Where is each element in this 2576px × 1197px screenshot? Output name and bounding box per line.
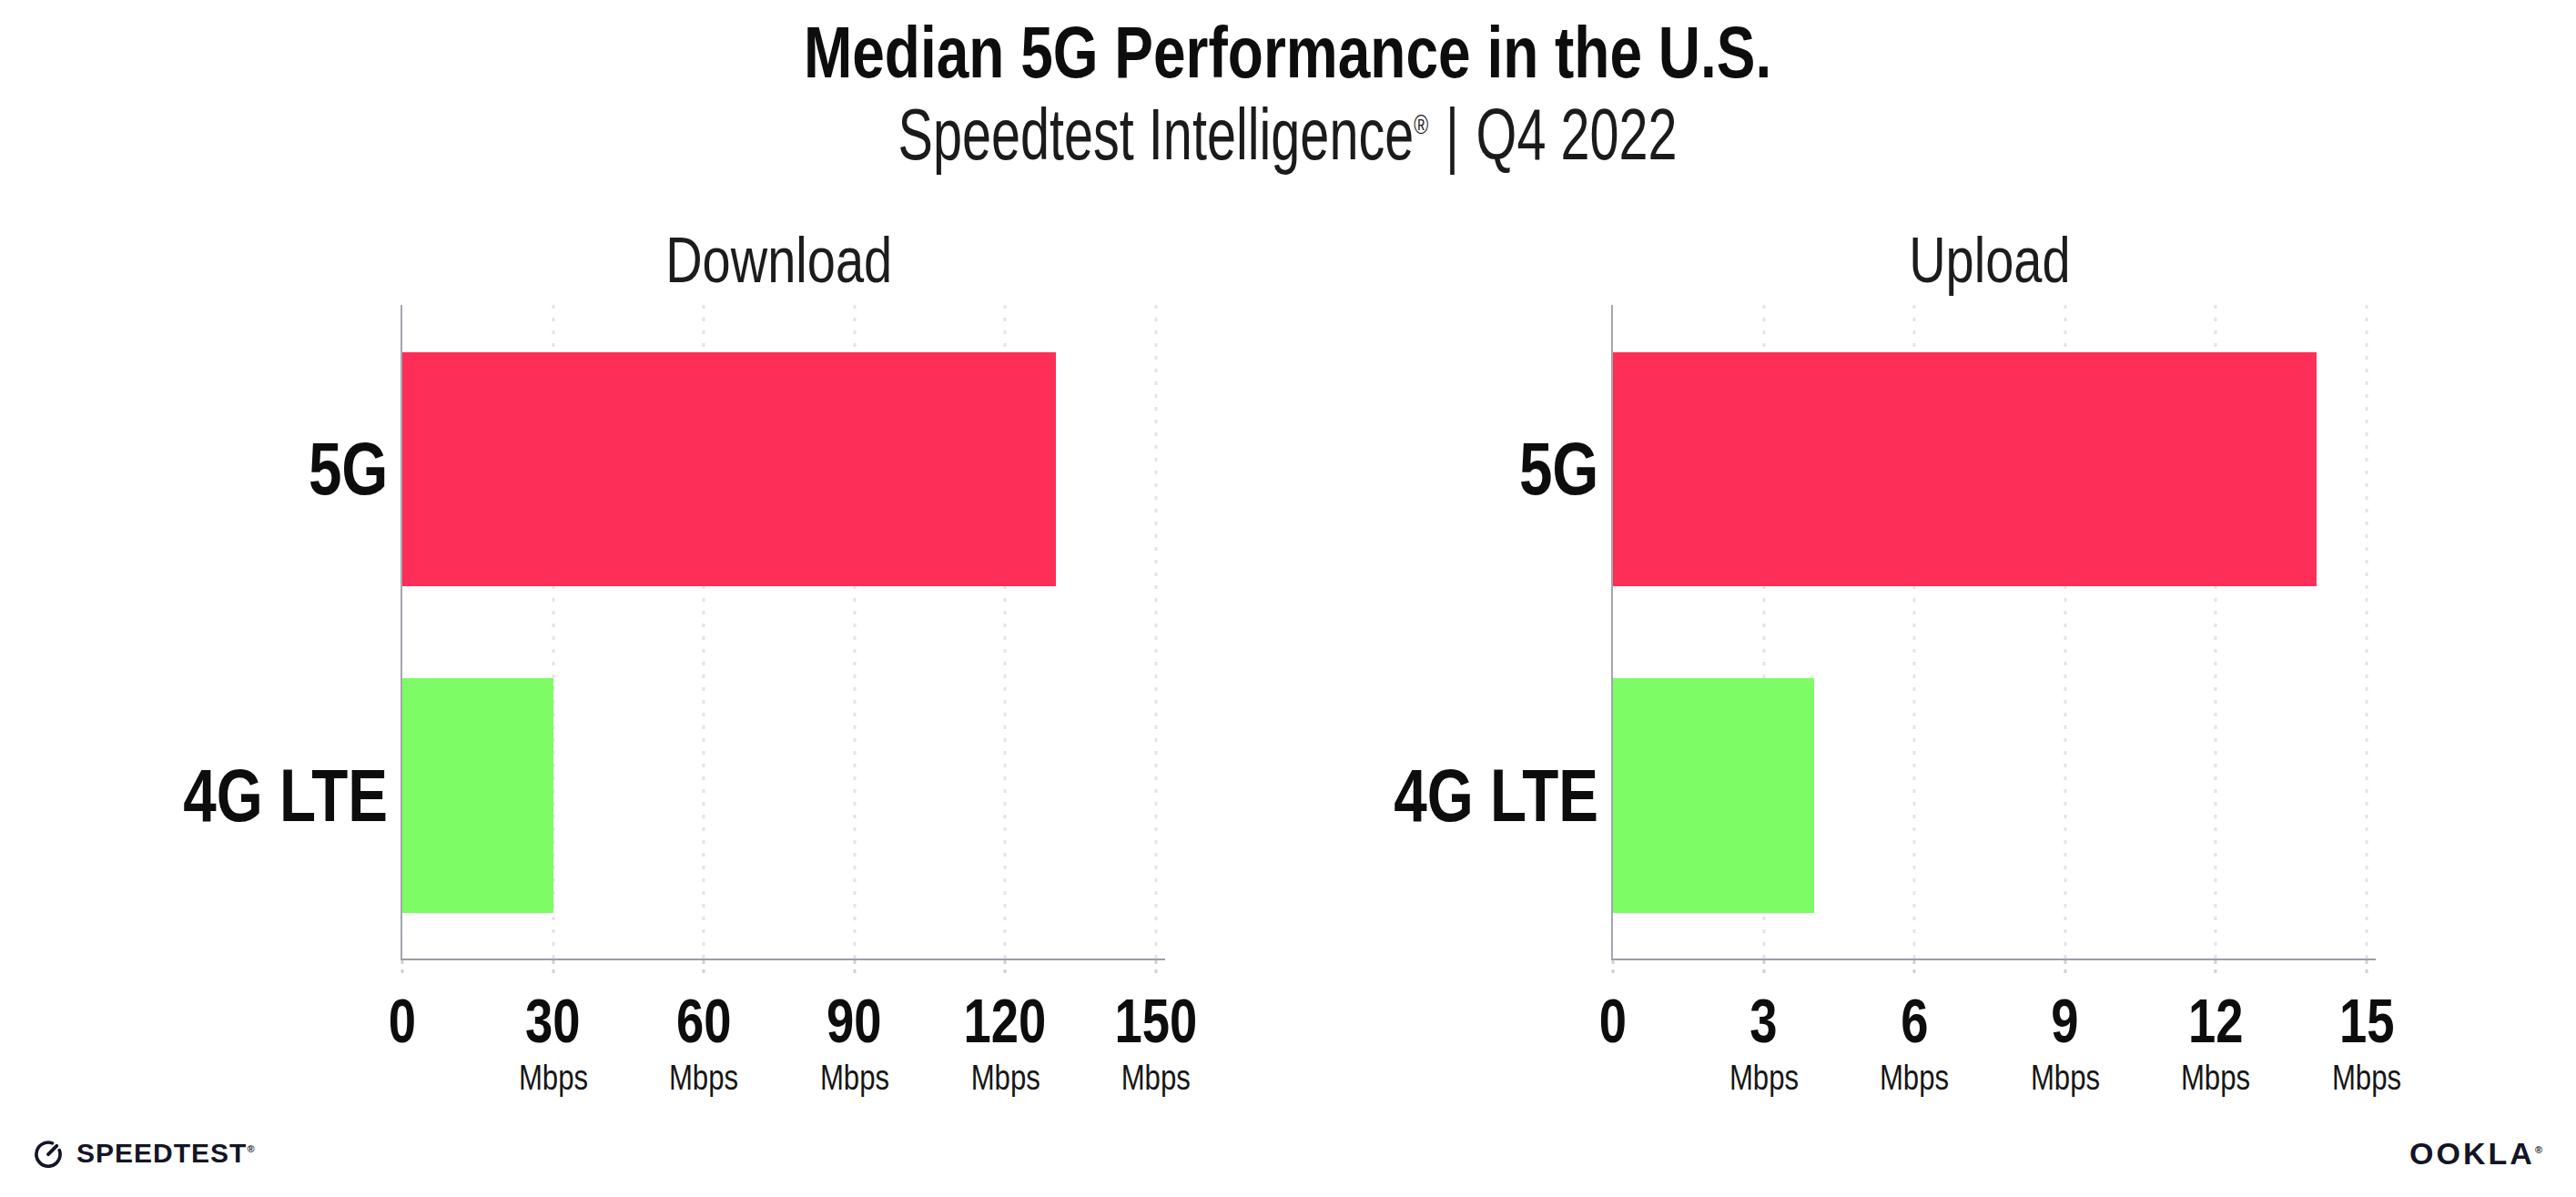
download-category-label-5g: 5G — [56, 431, 388, 506]
upload-chart-title: Upload — [1613, 228, 2367, 293]
ookla-wordmark-text: OOKLA — [2409, 1136, 2535, 1171]
tick-value: 12 — [2188, 989, 2244, 1052]
download-tickmark-120 — [1004, 960, 1007, 977]
tick-unit: Mbps — [1880, 1060, 1949, 1096]
tick-unit: Mbps — [1121, 1060, 1191, 1096]
upload-tick-label-15: 15 Mbps — [2325, 989, 2409, 1096]
upload-x-axis-line — [1611, 959, 2376, 960]
tick-unit: Mbps — [2332, 1060, 2401, 1096]
upload-bar-4g-lte — [1613, 678, 1814, 913]
speedtest-wordmark-text: SPEEDTEST — [76, 1138, 247, 1168]
upload-tick-label-3: 3 Mbps — [1721, 989, 1806, 1096]
tick-value: 150 — [1115, 989, 1198, 1052]
page-subtitle: Speedtest Intelligence® |Q4 2022 — [0, 93, 2576, 177]
upload-x-axis-labels: 0 3 Mbps 6 Mbps 9 Mbps 12 Mbps 15 Mbps — [1613, 989, 2367, 1107]
upload-tickmark-0 — [1612, 960, 1615, 977]
speedtest-registered-mark-icon: ® — [247, 1143, 255, 1154]
upload-category-label-5g-text: 5G — [1518, 431, 1598, 506]
tick-value: 120 — [964, 989, 1047, 1052]
download-tick-label-120: 120 Mbps — [954, 989, 1057, 1096]
tick-value: 30 — [525, 989, 581, 1052]
page-title: Median 5G Performance in the U.S. — [0, 11, 2576, 95]
upload-tick-label-12: 12 Mbps — [2174, 989, 2258, 1096]
upload-tickmark-3 — [1762, 960, 1765, 977]
download-chart-title: Download — [402, 228, 1156, 293]
upload-chart-title-text: Upload — [1909, 228, 2070, 293]
upload-plot-area — [1613, 305, 2367, 959]
download-chart-title-text: Download — [665, 228, 892, 293]
upload-tick-label-6: 6 Mbps — [1872, 989, 1957, 1096]
upload-category-label-4g-lte: 4G LTE — [1267, 758, 1598, 833]
upload-gridline-15 — [2366, 305, 2368, 959]
infographic-canvas: { "header": { "title": "Median 5G Perfor… — [0, 0, 2576, 1197]
tick-value: 9 — [2052, 989, 2079, 1052]
subtitle-brand: Speedtest Intelligence — [898, 94, 1415, 175]
download-gridline-150 — [1155, 305, 1158, 959]
speedtest-gauge-icon — [33, 1138, 64, 1169]
download-tickmark-60 — [703, 960, 705, 977]
upload-tickmark-9 — [2064, 960, 2066, 977]
tick-value: 0 — [389, 989, 416, 1052]
upload-tickmark-6 — [1913, 960, 1916, 977]
upload-bar-5g — [1613, 352, 2317, 586]
tick-value: 60 — [676, 989, 732, 1052]
download-category-label-4g-lte-text: 4G LTE — [183, 758, 388, 833]
download-tick-label-150: 150 Mbps — [1104, 989, 1207, 1096]
download-tickmark-30 — [552, 960, 554, 977]
tick-unit: Mbps — [970, 1060, 1040, 1096]
download-tick-label-60: 60 Mbps — [662, 989, 746, 1096]
ookla-logo: OOKLA® — [2409, 1136, 2545, 1172]
download-category-label-4g-lte: 4G LTE — [56, 758, 388, 833]
tick-unit: Mbps — [2031, 1060, 2100, 1096]
tick-value: 6 — [1901, 989, 1928, 1052]
upload-tickmark-12 — [2215, 960, 2217, 977]
tick-value: 0 — [1599, 989, 1627, 1052]
tick-unit: Mbps — [518, 1060, 587, 1096]
download-tickmark-150 — [1155, 960, 1158, 977]
speedtest-wordmark: SPEEDTEST® — [76, 1138, 255, 1169]
tick-value: 15 — [2339, 989, 2395, 1052]
download-x-axis-line — [401, 959, 1165, 960]
upload-y-axis-line — [1611, 305, 1613, 960]
download-tickmark-90 — [853, 960, 856, 977]
download-y-axis-line — [401, 305, 402, 960]
tick-unit: Mbps — [669, 1060, 738, 1096]
page-title-text: Median 5G Performance in the U.S. — [804, 11, 1771, 95]
download-tick-label-0: 0 — [385, 989, 420, 1060]
tick-unit: Mbps — [820, 1060, 889, 1096]
tick-unit: Mbps — [2181, 1060, 2250, 1096]
download-tickmark-0 — [401, 960, 404, 977]
download-plot-area — [402, 305, 1156, 959]
download-tick-label-30: 30 Mbps — [511, 989, 595, 1096]
download-x-axis-labels: 0 30 Mbps 60 Mbps 90 Mbps 120 Mbps 150 M… — [402, 989, 1156, 1107]
subtitle-divider: | — [1445, 93, 1459, 177]
upload-tickmark-15 — [2366, 960, 2368, 977]
speedtest-logo: SPEEDTEST® — [33, 1138, 255, 1169]
upload-category-label-5g: 5G — [1267, 431, 1598, 506]
tick-unit: Mbps — [1729, 1060, 1798, 1096]
download-bar-5g — [402, 352, 1056, 586]
download-bar-4g-lte — [402, 678, 553, 913]
tick-value: 3 — [1749, 989, 1777, 1052]
download-category-label-5g-text: 5G — [308, 431, 388, 506]
upload-category-label-4g-lte-text: 4G LTE — [1394, 758, 1598, 833]
subtitle-period: Q4 2022 — [1476, 94, 1678, 175]
download-tick-label-90: 90 Mbps — [812, 989, 897, 1096]
tick-value: 90 — [827, 989, 883, 1052]
page-subtitle-text: Speedtest Intelligence® |Q4 2022 — [898, 93, 1678, 177]
ookla-registered-mark-icon: ® — [2535, 1144, 2545, 1155]
upload-tick-label-9: 9 Mbps — [2023, 989, 2107, 1096]
registered-mark-icon: ® — [1415, 109, 1429, 139]
upload-tick-label-0: 0 — [1596, 989, 1630, 1060]
